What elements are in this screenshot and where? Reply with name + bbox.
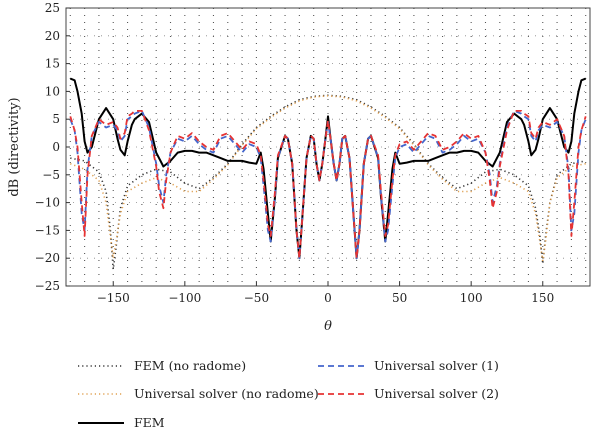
x-tick-label: 150 (531, 291, 554, 305)
x-tick-label: 50 (392, 291, 407, 305)
series-layer (69, 77, 587, 271)
y-tick-label: −15 (35, 223, 60, 237)
legend-label: Universal solver (2) (374, 386, 499, 401)
plot-frame (65, 7, 591, 287)
legend: FEM (no radome) Universal solver (no rado… (78, 358, 499, 430)
y-tick-label: 0 (52, 140, 60, 154)
x-tick-label: −50 (244, 291, 269, 305)
series-line (69, 110, 587, 260)
y-tick-label: −20 (35, 251, 60, 265)
x-tick-label: 100 (460, 291, 483, 305)
x-tick-label: −150 (97, 291, 130, 305)
legend-label: Universal solver (1) (374, 358, 499, 373)
y-tick-label: −10 (35, 196, 60, 210)
ticks: −150 −100 −50 0 50 100 150−25−20−15−10−5051015… (35, 1, 555, 305)
series-line (70, 95, 586, 262)
x-axis-label: θ (324, 319, 332, 334)
y-axis-label: dB (directivity) (7, 97, 22, 196)
series-line (69, 110, 587, 260)
x-tick-label: 0 (324, 291, 332, 305)
y-tick-label: −25 (35, 279, 60, 293)
x-tick-label: −100 (168, 291, 201, 305)
legend-label: FEM (no radome) (134, 358, 246, 373)
y-tick-label: −5 (42, 168, 60, 182)
series-line (69, 77, 587, 260)
y-tick-label: 25 (45, 1, 60, 15)
y-tick-label: 10 (45, 84, 60, 98)
y-tick-label: 5 (52, 112, 60, 126)
y-tick-label: 20 (45, 29, 60, 43)
y-tick-label: 15 (45, 57, 60, 71)
legend-label: Universal solver (no radome) (134, 386, 319, 401)
legend-label: FEM (134, 415, 165, 430)
grid (66, 7, 590, 287)
